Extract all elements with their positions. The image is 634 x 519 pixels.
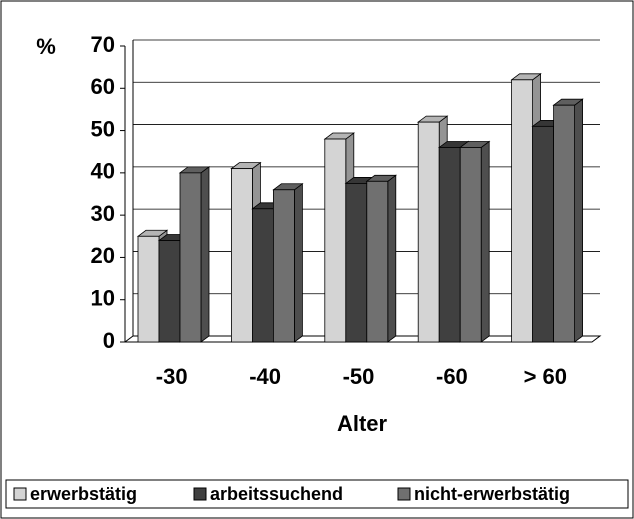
x-tick-label: -40 — [249, 364, 281, 389]
bar — [137, 235, 160, 343]
bar — [532, 125, 554, 343]
x-axis-label: Alter — [337, 411, 388, 436]
legend-label: arbeitssuchend — [210, 484, 343, 504]
legend-swatch — [397, 487, 411, 501]
bar — [366, 180, 389, 343]
y-tick-label: 50 — [91, 116, 115, 141]
bar-side — [480, 140, 490, 343]
y-tick-label: 30 — [91, 201, 115, 226]
bar — [179, 172, 202, 343]
y-tick-label: 40 — [91, 159, 115, 184]
bar — [272, 189, 295, 343]
bar-side — [293, 182, 303, 343]
bar — [324, 138, 347, 343]
legend-label: nicht-erwerbstätig — [414, 484, 570, 504]
legend-label: erwerbstätig — [30, 484, 137, 504]
bar-side — [200, 166, 210, 343]
x-tick-label: -30 — [156, 364, 188, 389]
bar — [230, 168, 253, 343]
bar — [511, 79, 534, 343]
y-tick-label: 20 — [91, 243, 115, 268]
legend-swatch — [193, 487, 207, 501]
y-tick-label: 10 — [91, 286, 115, 311]
bar — [417, 121, 440, 343]
bar — [438, 147, 461, 343]
x-tick-label: -50 — [343, 364, 375, 389]
bar — [251, 208, 274, 343]
bar — [345, 183, 368, 343]
x-tick-label: > 60 — [524, 364, 567, 389]
bar-side — [574, 98, 583, 343]
x-tick-label: -60 — [436, 364, 468, 389]
y-tick-label: 0 — [103, 328, 115, 353]
y-tick-label: 60 — [91, 74, 115, 99]
y-axis-label: % — [36, 34, 56, 59]
bar — [553, 104, 575, 343]
bar — [459, 147, 482, 343]
y-tick-label: 70 — [91, 32, 115, 57]
bar — [158, 240, 181, 343]
legend-box — [5, 479, 629, 509]
legend-swatch — [13, 487, 27, 501]
bar-side — [387, 174, 397, 343]
